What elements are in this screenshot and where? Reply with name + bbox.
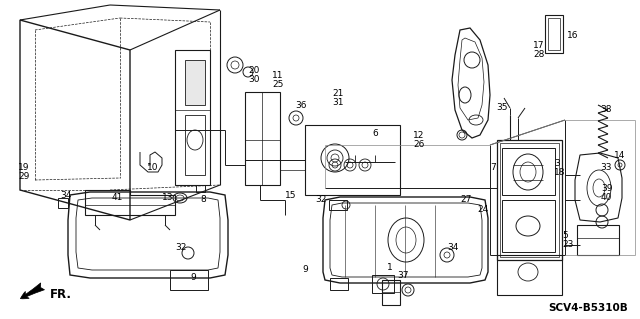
Text: 39
40: 39 40 bbox=[601, 184, 612, 202]
Bar bbox=[372, 275, 394, 293]
Bar bbox=[329, 200, 347, 210]
Text: 7: 7 bbox=[490, 164, 496, 173]
Text: 9: 9 bbox=[190, 273, 196, 283]
Text: 36: 36 bbox=[295, 100, 307, 109]
Bar bbox=[330, 278, 348, 290]
Text: 15: 15 bbox=[285, 191, 296, 201]
Text: 10: 10 bbox=[147, 164, 159, 173]
Bar bbox=[577, 225, 619, 255]
Bar bbox=[545, 15, 563, 53]
Text: 16: 16 bbox=[567, 32, 579, 41]
Text: 12
26: 12 26 bbox=[413, 131, 424, 149]
Text: 21
31: 21 31 bbox=[332, 89, 344, 108]
Bar bbox=[497, 140, 562, 260]
Text: FR.: FR. bbox=[50, 288, 72, 301]
Text: 24: 24 bbox=[477, 205, 488, 214]
Text: 37: 37 bbox=[397, 271, 408, 279]
Text: 9: 9 bbox=[302, 265, 308, 275]
Text: 41: 41 bbox=[112, 194, 124, 203]
Text: 38: 38 bbox=[600, 106, 611, 115]
Text: 5
23: 5 23 bbox=[562, 231, 573, 249]
Text: 11
25: 11 25 bbox=[272, 70, 284, 89]
Text: 34: 34 bbox=[60, 191, 72, 201]
Bar bbox=[497, 255, 562, 295]
Text: 19
29: 19 29 bbox=[18, 163, 29, 181]
Bar bbox=[305, 125, 400, 195]
Text: 8: 8 bbox=[200, 196, 205, 204]
Bar bbox=[170, 270, 208, 290]
Bar bbox=[58, 198, 68, 208]
Text: 13: 13 bbox=[162, 194, 173, 203]
Polygon shape bbox=[185, 60, 205, 105]
Text: 34: 34 bbox=[447, 243, 458, 253]
Text: 14: 14 bbox=[614, 151, 625, 160]
Text: 27: 27 bbox=[460, 196, 472, 204]
Text: 35: 35 bbox=[496, 103, 508, 113]
Text: 32: 32 bbox=[175, 243, 186, 253]
Bar bbox=[500, 143, 559, 257]
Text: 17
28: 17 28 bbox=[533, 41, 545, 59]
Text: 32: 32 bbox=[315, 196, 326, 204]
Text: 6: 6 bbox=[372, 129, 378, 137]
Text: 3
18: 3 18 bbox=[554, 159, 566, 177]
Text: 1: 1 bbox=[387, 263, 393, 272]
Text: 20
30: 20 30 bbox=[248, 66, 259, 84]
Bar bbox=[548, 18, 560, 50]
Text: SCV4-B5310B: SCV4-B5310B bbox=[548, 303, 628, 313]
Text: 33: 33 bbox=[600, 164, 611, 173]
